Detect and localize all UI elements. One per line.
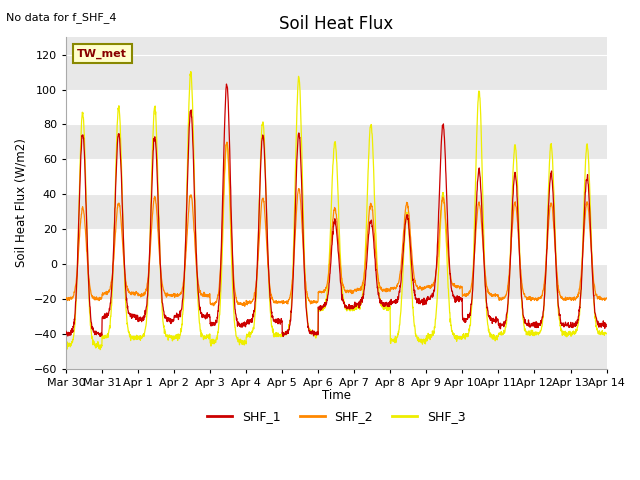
Title: Soil Heat Flux: Soil Heat Flux	[279, 15, 394, 33]
Bar	[66, 90, 607, 124]
Legend: SHF_1, SHF_2, SHF_3: SHF_1, SHF_2, SHF_3	[202, 406, 470, 429]
Y-axis label: Soil Heat Flux (W/m2): Soil Heat Flux (W/m2)	[15, 139, 28, 267]
Text: TW_met: TW_met	[77, 48, 127, 59]
Bar	[66, 159, 607, 194]
Text: No data for f_SHF_4: No data for f_SHF_4	[6, 12, 117, 23]
X-axis label: Time: Time	[322, 389, 351, 402]
Bar	[66, 299, 607, 334]
Bar	[66, 229, 607, 264]
